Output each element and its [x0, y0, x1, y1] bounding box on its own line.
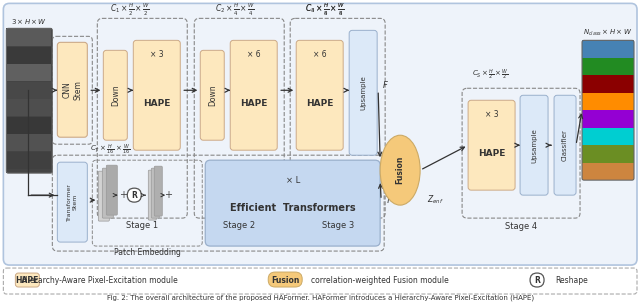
FancyBboxPatch shape — [3, 3, 637, 265]
Text: +: + — [164, 190, 172, 200]
FancyBboxPatch shape — [530, 273, 544, 287]
Text: $C_3 \times \frac{H}{8} \times \frac{W}{8}$: $C_3 \times \frac{H}{8} \times \frac{W}{… — [305, 2, 345, 19]
Bar — [8, 152, 51, 169]
Text: $C_S \times \frac{H}{2} \times \frac{W}{2}$: $C_S \times \frac{H}{2} \times \frac{W}{… — [472, 68, 509, 82]
FancyBboxPatch shape — [99, 171, 109, 221]
Text: Patch Embedding: Patch Embedding — [114, 247, 180, 257]
Text: Reshape: Reshape — [556, 275, 588, 285]
Bar — [6, 28, 52, 173]
FancyBboxPatch shape — [468, 100, 515, 190]
Bar — [582, 40, 634, 58]
Text: T: T — [385, 196, 390, 205]
Text: × 3: × 3 — [484, 110, 499, 119]
Text: $C_2 \times \frac{H}{4} \times \frac{W}{4}$: $C_2 \times \frac{H}{4} \times \frac{W}{… — [215, 2, 255, 19]
Text: $N_{class} \times H \times W$: $N_{class} \times H \times W$ — [584, 28, 632, 38]
Bar — [8, 64, 51, 81]
Text: HAPE: HAPE — [478, 149, 505, 158]
Bar — [8, 82, 51, 99]
Text: $C_1 \times \frac{H}{2} \times \frac{W}{2}$: $C_1 \times \frac{H}{2} \times \frac{W}{… — [110, 2, 150, 19]
Bar — [582, 128, 634, 145]
Text: HAPE: HAPE — [240, 99, 268, 108]
FancyBboxPatch shape — [154, 166, 163, 216]
Text: HAPE: HAPE — [15, 275, 39, 285]
Text: Stage 2: Stage 2 — [223, 221, 255, 230]
Bar — [8, 117, 51, 134]
Bar — [582, 145, 634, 163]
Text: × L: × L — [285, 176, 300, 185]
Text: correlation-weighted Fusion module: correlation-weighted Fusion module — [311, 275, 449, 285]
Text: HAPE: HAPE — [143, 99, 170, 108]
FancyBboxPatch shape — [268, 272, 302, 287]
FancyBboxPatch shape — [58, 162, 87, 242]
FancyBboxPatch shape — [151, 168, 159, 218]
Text: R: R — [534, 275, 540, 285]
Text: × 6: × 6 — [313, 50, 326, 59]
Text: +: + — [119, 190, 127, 200]
Text: F: F — [383, 81, 388, 90]
Bar — [582, 58, 634, 75]
FancyBboxPatch shape — [349, 30, 377, 155]
Bar — [582, 163, 634, 180]
FancyBboxPatch shape — [554, 95, 576, 195]
Ellipse shape — [380, 135, 420, 205]
Text: $Z_{enf}$: $Z_{enf}$ — [427, 194, 444, 206]
Text: Stage 4: Stage 4 — [505, 222, 537, 231]
Text: $3 \times H \times W$: $3 \times H \times W$ — [12, 17, 47, 26]
FancyBboxPatch shape — [15, 273, 39, 287]
Bar — [582, 93, 634, 110]
Text: × 3: × 3 — [150, 50, 164, 59]
FancyBboxPatch shape — [296, 40, 343, 150]
FancyBboxPatch shape — [106, 165, 117, 215]
Bar — [582, 75, 634, 93]
FancyBboxPatch shape — [127, 188, 141, 202]
FancyBboxPatch shape — [103, 50, 127, 140]
Text: Down: Down — [208, 85, 217, 106]
Text: Classifier: Classifier — [562, 129, 568, 161]
FancyBboxPatch shape — [200, 50, 224, 140]
FancyBboxPatch shape — [133, 40, 180, 150]
Text: R: R — [131, 191, 137, 200]
Text: Stage 1: Stage 1 — [126, 221, 158, 230]
Text: Efficient  Transformers: Efficient Transformers — [230, 203, 355, 213]
Bar — [582, 110, 634, 128]
Text: Down: Down — [111, 85, 120, 106]
Text: Fusion: Fusion — [271, 275, 300, 285]
Bar — [8, 99, 51, 116]
FancyBboxPatch shape — [230, 40, 277, 150]
Text: Transformer
Stem: Transformer Stem — [67, 183, 77, 221]
Text: Hierarchy-Aware Pixel-Excitation module: Hierarchy-Aware Pixel-Excitation module — [22, 275, 178, 285]
FancyBboxPatch shape — [102, 168, 113, 218]
FancyBboxPatch shape — [148, 170, 156, 220]
FancyBboxPatch shape — [205, 160, 380, 246]
Bar — [8, 29, 51, 46]
Text: Upsample: Upsample — [360, 75, 366, 110]
Bar — [8, 134, 51, 151]
Text: $C_T \times \frac{H}{16} \times \frac{W}{16}$: $C_T \times \frac{H}{16} \times \frac{W}… — [90, 143, 131, 157]
FancyBboxPatch shape — [520, 95, 548, 195]
Text: Upsample: Upsample — [531, 128, 537, 163]
Text: Stage 3: Stage 3 — [321, 221, 354, 230]
Text: HAPE: HAPE — [306, 99, 333, 108]
FancyBboxPatch shape — [58, 42, 87, 137]
Text: Fig. 2: The overall architecture of the proposed HAFormer. HAFormer introduces a: Fig. 2: The overall architecture of the … — [107, 295, 534, 301]
Text: × 6: × 6 — [247, 50, 260, 59]
Bar — [8, 47, 51, 64]
Text: Fusion: Fusion — [396, 156, 404, 184]
Text: CNN
Stem: CNN Stem — [63, 80, 82, 100]
Text: $C_4 \times \frac{H}{4} \times \frac{W}{4}$: $C_4 \times \frac{H}{4} \times \frac{W}{… — [305, 2, 345, 19]
